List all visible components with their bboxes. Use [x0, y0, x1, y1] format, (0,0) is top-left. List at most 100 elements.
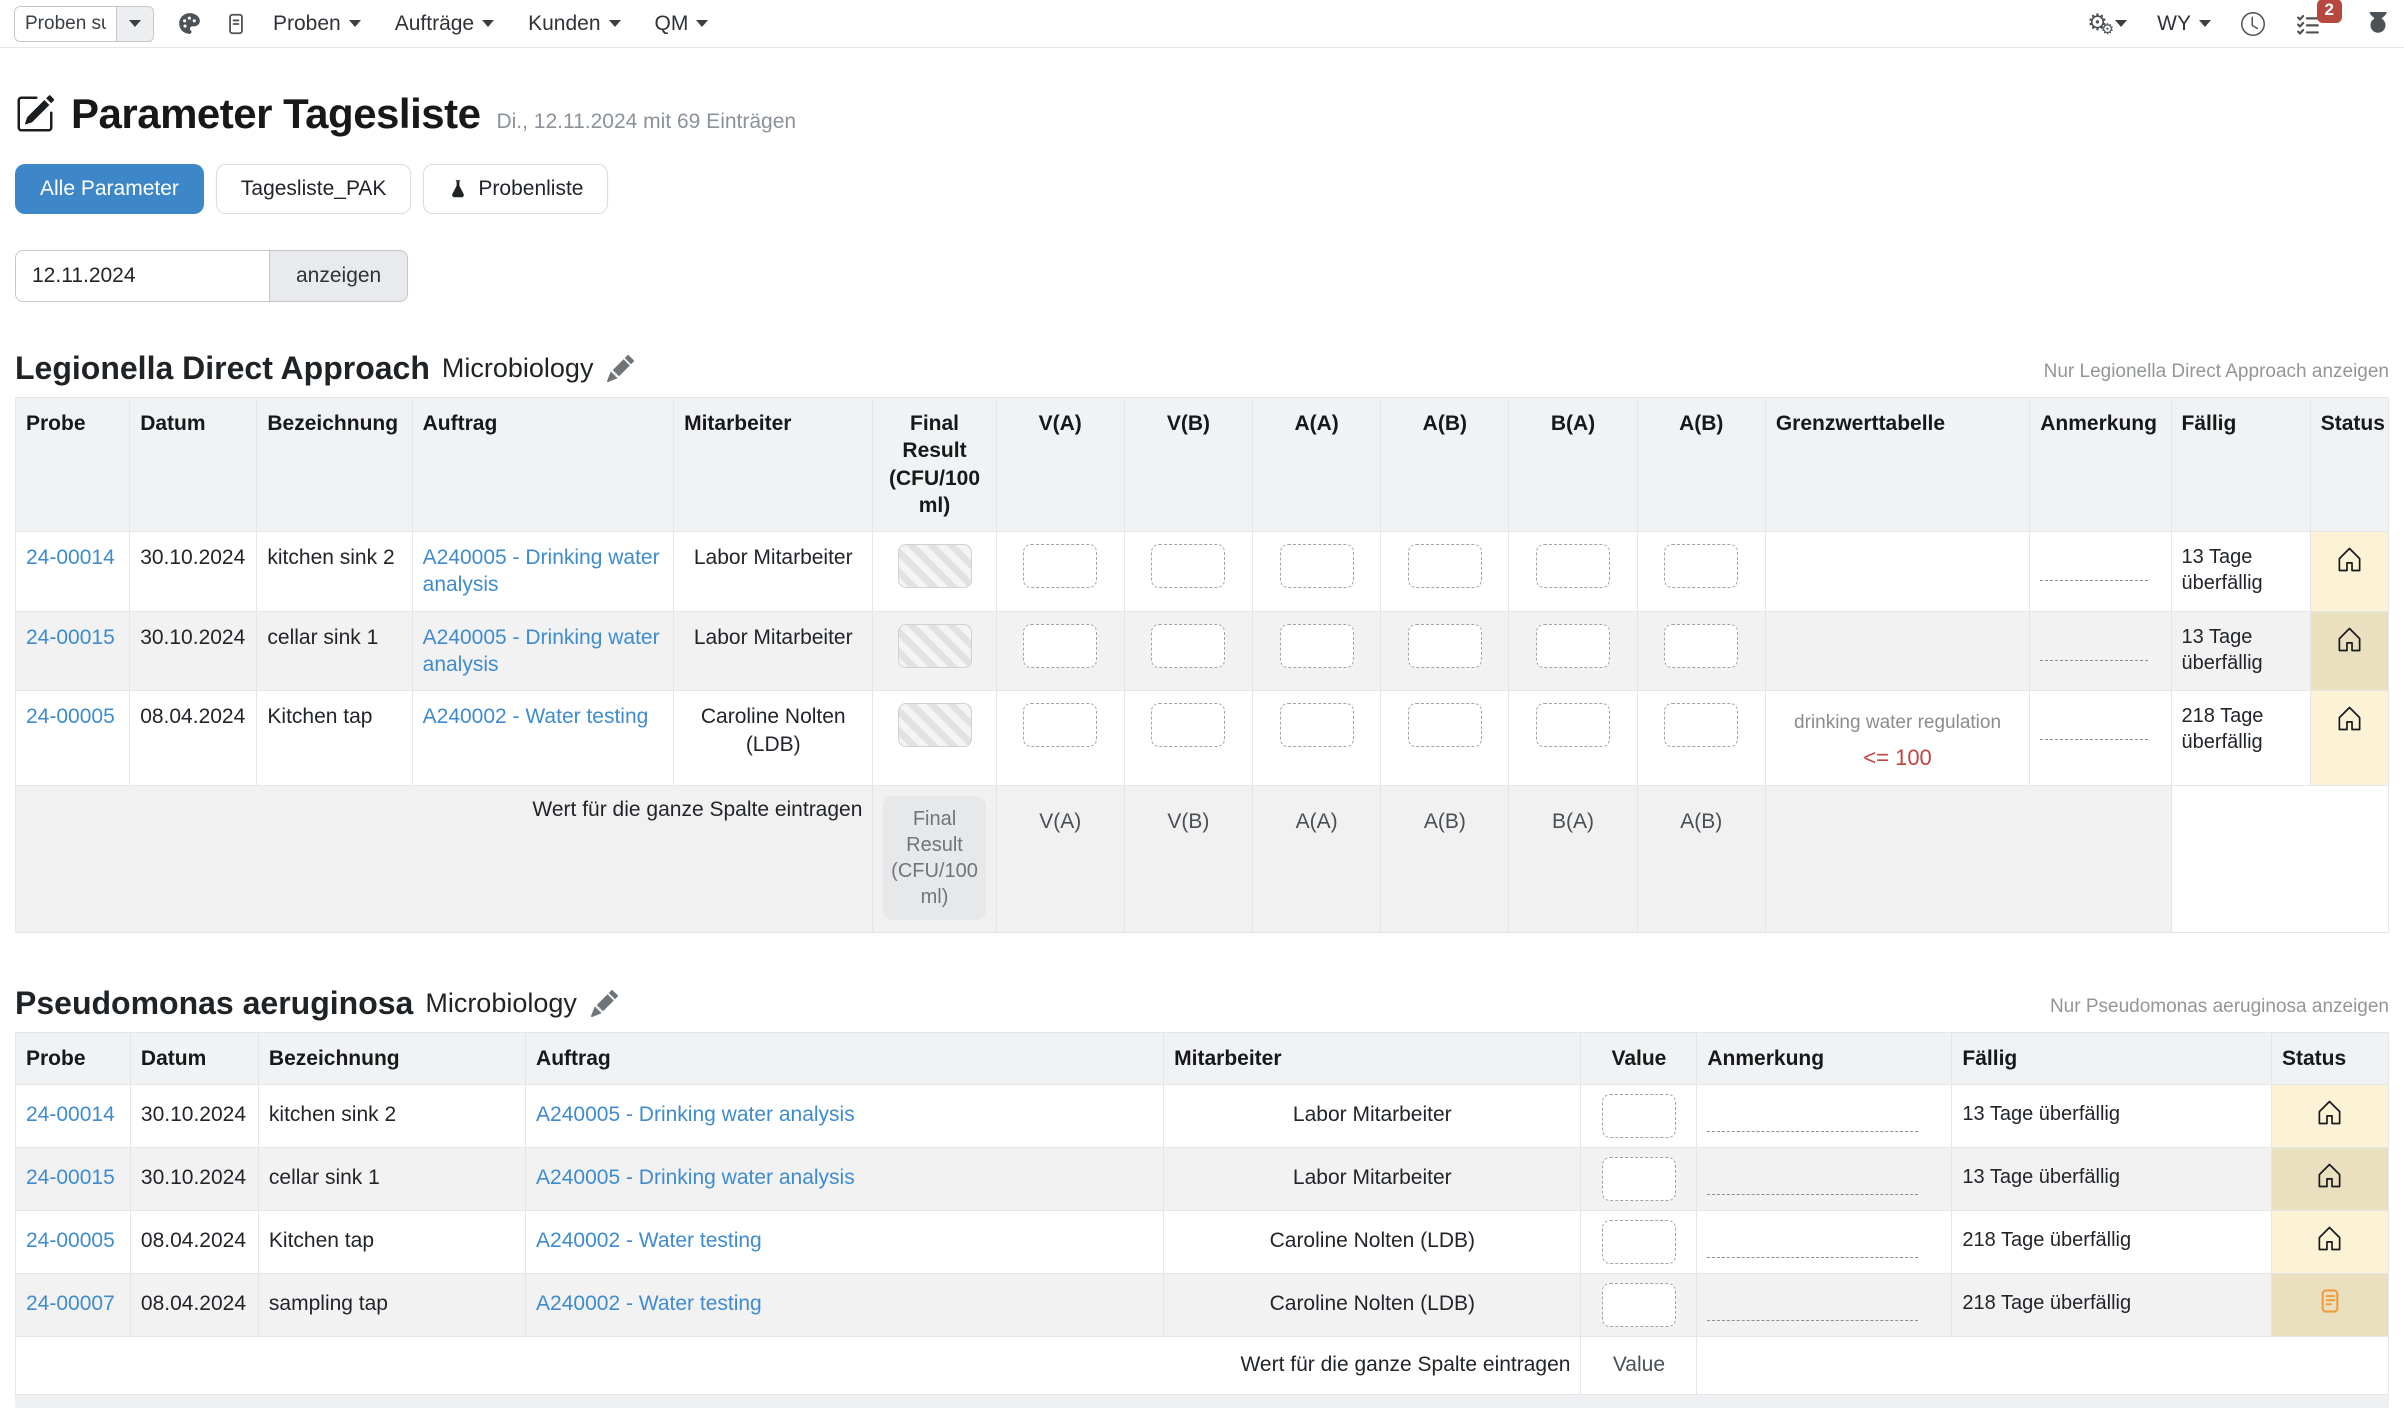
edit-page-title-icon[interactable] — [15, 94, 55, 134]
user-dropdown[interactable]: WY — [2157, 12, 2211, 36]
cell-bezeichnung: sampling tap — [258, 1273, 525, 1336]
v-b-input[interactable] — [1151, 624, 1225, 668]
cell-faellig: 13 Tage überfällig — [1952, 1084, 2272, 1147]
col-faellig: Fällig — [2171, 398, 2310, 532]
auftrag-link[interactable]: A240005 - Drinking water analysis — [536, 1103, 855, 1126]
auftrag-link[interactable]: A240002 - Water testing — [536, 1229, 762, 1252]
page-subtitle: Di., 12.11.2024 mit 69 Einträgen — [496, 110, 796, 134]
power-icon[interactable] — [2366, 12, 2390, 36]
search-input[interactable] — [14, 6, 116, 42]
cell-datum: 30.10.2024 — [130, 611, 257, 691]
all-parameters-button[interactable]: Alle Parameter — [15, 164, 204, 214]
a-b-2-input[interactable] — [1664, 624, 1738, 668]
auftrag-link[interactable]: A240005 - Drinking water analysis — [423, 546, 660, 596]
menu-proben[interactable]: Proben — [273, 12, 361, 36]
v-a-input[interactable] — [1023, 544, 1097, 588]
menu-kunden-label: Kunden — [528, 12, 600, 36]
anmerkung-field[interactable] — [1707, 1257, 1918, 1258]
auftrag-link[interactable]: A240002 - Water testing — [536, 1292, 762, 1315]
menu-qm[interactable]: QM — [655, 12, 709, 36]
cell-bezeichnung: Kitchen tap — [257, 691, 412, 785]
clock-icon[interactable] — [2241, 12, 2265, 36]
task-list-icon[interactable]: 2 — [2295, 11, 2320, 36]
value-input[interactable] — [1602, 1094, 1676, 1138]
footer-spacer — [2171, 785, 2389, 932]
table-row: 24-00014 30.10.2024 kitchen sink 2 A2400… — [16, 1084, 2389, 1147]
menu-auftraege[interactable]: Aufträge — [395, 12, 494, 36]
probenliste-button[interactable]: Probenliste — [423, 164, 608, 214]
anmerkung-field[interactable] — [1707, 1320, 1918, 1321]
anmerkung-field[interactable] — [1707, 1194, 1918, 1195]
chevron-down-icon — [2199, 20, 2211, 27]
probe-link[interactable]: 24-00005 — [26, 705, 115, 728]
journal-status-icon — [2317, 1288, 2343, 1314]
v-a-input[interactable] — [1023, 703, 1097, 747]
auftrag-link[interactable]: A240002 - Water testing — [423, 705, 649, 728]
a-b-2-input[interactable] — [1664, 703, 1738, 747]
anmerkung-field[interactable] — [2040, 580, 2148, 581]
table-header-row: Probe Datum Bezeichnung Auftrag Mitarbei… — [16, 1032, 2389, 1084]
date-filter: anzeigen — [15, 250, 2389, 302]
v-b-input[interactable] — [1151, 703, 1225, 747]
settings-dropdown[interactable]: ⚙⚙ — [2087, 11, 2127, 37]
a-a-input[interactable] — [1280, 624, 1354, 668]
col-a-b: A(B) — [1381, 398, 1509, 532]
fill-whole-column-hint: Wert für die ganze Spalte eintragen — [16, 785, 873, 932]
anmerkung-field[interactable] — [1707, 1131, 1918, 1132]
fill-v-b-button[interactable]: V(B) — [1167, 796, 1209, 835]
value-input[interactable] — [1602, 1283, 1676, 1327]
tagesliste-pak-button[interactable]: Tagesliste_PAK — [216, 164, 412, 214]
a-b-input[interactable] — [1408, 703, 1482, 747]
cell-datum: 08.04.2024 — [130, 691, 257, 785]
v-a-input[interactable] — [1023, 624, 1097, 668]
a-a-input[interactable] — [1280, 544, 1354, 588]
view-switcher: Alle Parameter Tagesliste_PAK Probenlist… — [15, 164, 2389, 214]
document-icon[interactable] — [225, 12, 247, 36]
filter-only-parameter-link[interactable]: Nur Legionella Direct Approach anzeigen — [2044, 361, 2389, 387]
cell-bezeichnung: cellar sink 1 — [258, 1147, 525, 1210]
a-a-input[interactable] — [1280, 703, 1354, 747]
search-scope-dropdown-button[interactable] — [116, 6, 154, 42]
fill-b-a-button[interactable]: B(A) — [1552, 796, 1594, 835]
edit-parameter-icon[interactable] — [607, 355, 634, 382]
value-input[interactable] — [1602, 1220, 1676, 1264]
user-initials: WY — [2157, 12, 2191, 36]
edit-parameter-icon[interactable] — [591, 990, 618, 1017]
a-b-input[interactable] — [1408, 544, 1482, 588]
table-row: 24-00005 08.04.2024 Kitchen tap A240002 … — [16, 691, 2389, 785]
home-status-icon — [2316, 1162, 2343, 1189]
b-a-input[interactable] — [1536, 624, 1610, 668]
home-status-icon — [2336, 705, 2363, 732]
pseudomonas-table: Probe Datum Bezeichnung Auftrag Mitarbei… — [15, 1032, 2389, 1396]
table-header-row: Probe Datum Bezeichnung Auftrag Mitarbei… — [16, 398, 2389, 532]
b-a-input[interactable] — [1536, 544, 1610, 588]
probe-link[interactable]: 24-00007 — [26, 1292, 115, 1315]
a-b-input[interactable] — [1408, 624, 1482, 668]
fill-a-b-2-button[interactable]: A(B) — [1680, 796, 1722, 835]
col-status: Status — [2271, 1032, 2388, 1084]
probe-link[interactable]: 24-00015 — [26, 1166, 115, 1189]
a-b-2-input[interactable] — [1664, 544, 1738, 588]
fill-a-a-button[interactable]: A(A) — [1296, 796, 1338, 835]
probe-link[interactable]: 24-00005 — [26, 1229, 115, 1252]
probe-link[interactable]: 24-00014 — [26, 546, 115, 569]
auftrag-link[interactable]: A240005 - Drinking water analysis — [423, 626, 660, 676]
auftrag-link[interactable]: A240005 - Drinking water analysis — [536, 1166, 855, 1189]
anmerkung-field[interactable] — [2040, 660, 2148, 661]
fill-v-a-button[interactable]: V(A) — [1039, 796, 1081, 835]
final-result-input-disabled — [898, 703, 972, 747]
fill-value-button[interactable]: Value — [1613, 1351, 1665, 1378]
date-input[interactable] — [15, 250, 270, 302]
anmerkung-field[interactable] — [2040, 739, 2148, 740]
fill-a-b-button[interactable]: A(B) — [1424, 796, 1466, 835]
home-status-icon — [2316, 1099, 2343, 1126]
menu-kunden[interactable]: Kunden — [528, 12, 620, 36]
probe-link[interactable]: 24-00014 — [26, 1103, 115, 1126]
filter-only-parameter-link[interactable]: Nur Pseudomonas aeruginosa anzeigen — [2050, 996, 2389, 1022]
probe-link[interactable]: 24-00015 — [26, 626, 115, 649]
show-button[interactable]: anzeigen — [270, 250, 408, 302]
value-input[interactable] — [1602, 1157, 1676, 1201]
b-a-input[interactable] — [1536, 703, 1610, 747]
v-b-input[interactable] — [1151, 544, 1225, 588]
palette-icon[interactable] — [178, 12, 201, 35]
